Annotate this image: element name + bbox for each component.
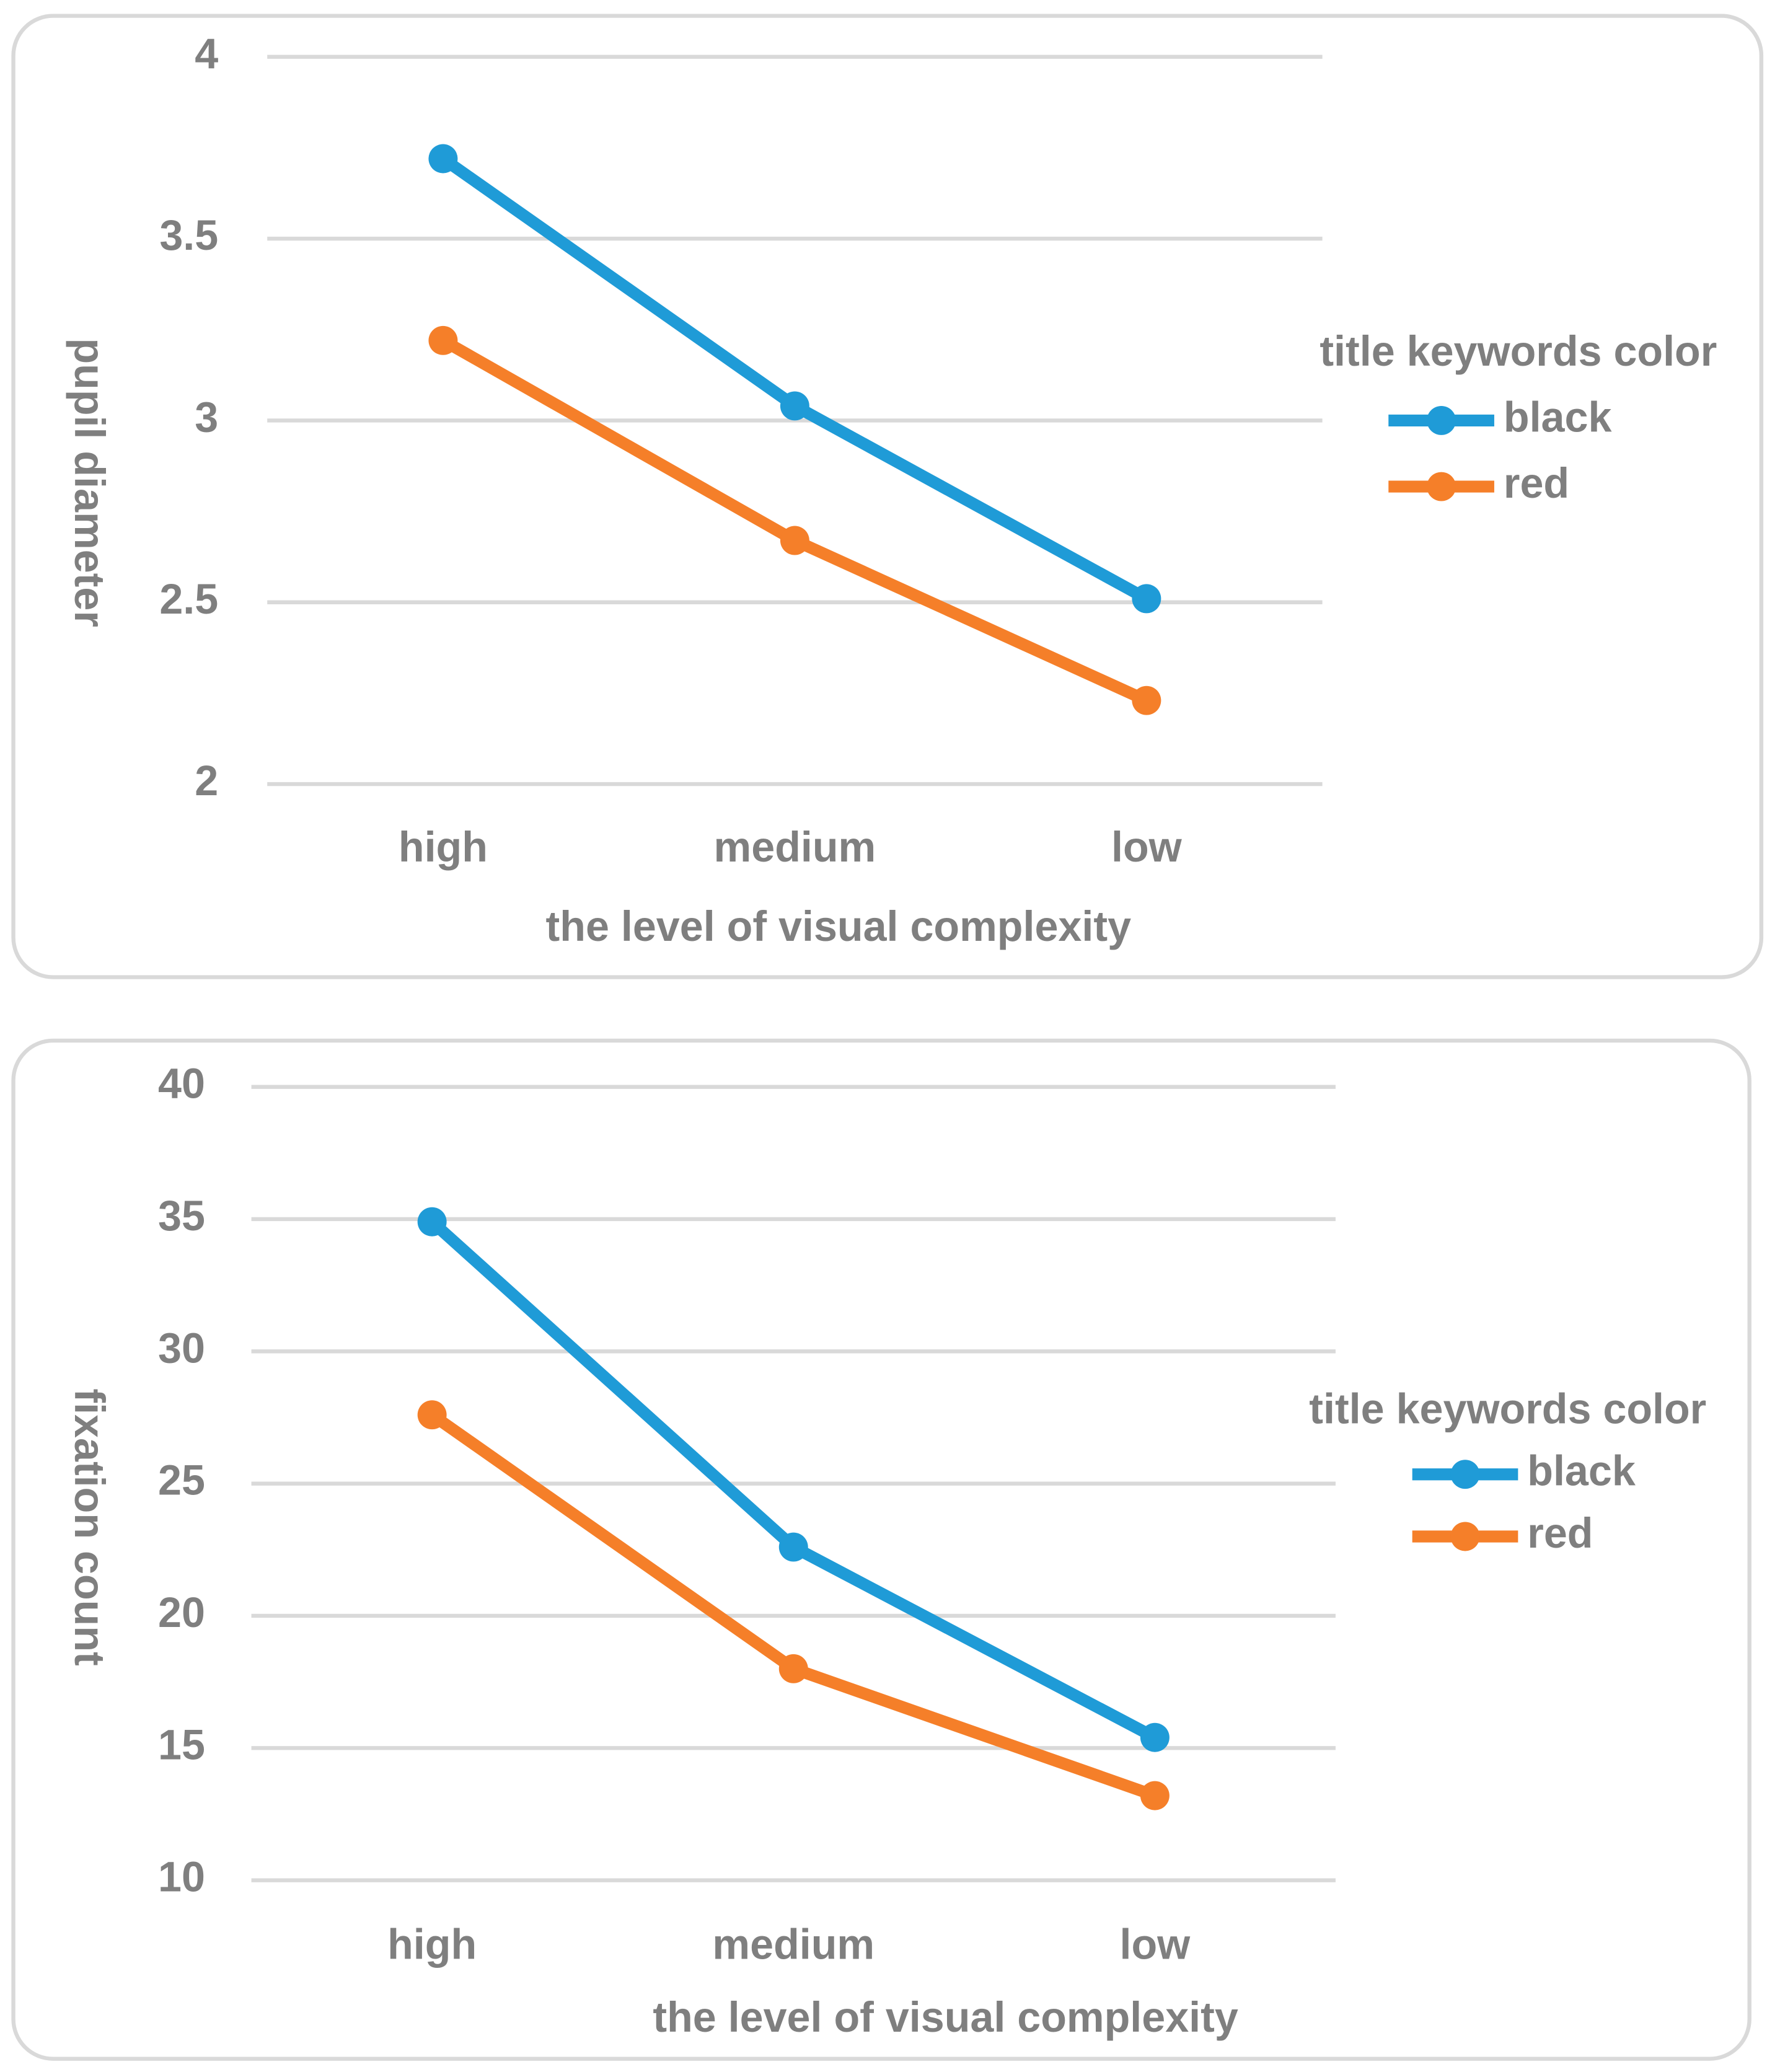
data-point (778, 1532, 808, 1562)
x-tick-label: medium (712, 1921, 875, 1968)
data-point (1132, 584, 1161, 614)
y-tick-label: 20 (158, 1589, 205, 1636)
y-tick-label: 3 (195, 394, 218, 441)
x-tick-label: high (387, 1921, 477, 1968)
x-axis-label: the level of visual complexity (546, 903, 1132, 950)
legend-marker (1427, 472, 1456, 501)
legend-title: title keywords color (1309, 1385, 1706, 1432)
data-point (428, 144, 458, 174)
data-point (1132, 686, 1161, 715)
legend-label: red (1527, 1510, 1593, 1557)
y-tick-label: 2 (195, 757, 218, 805)
y-tick-label: 15 (158, 1721, 205, 1768)
x-tick-label: low (1111, 824, 1183, 871)
legend-label: black (1527, 1448, 1636, 1495)
data-point (778, 1654, 808, 1683)
legend-label: red (1504, 460, 1569, 507)
y-axis-label: fixation count (66, 1388, 113, 1665)
legend-marker (1450, 1522, 1480, 1551)
y-tick-label: 2.5 (159, 576, 218, 623)
legend-marker (1450, 1460, 1480, 1489)
data-point (1140, 1722, 1170, 1752)
y-axis-label: pupil diameter (66, 338, 113, 627)
data-point (780, 526, 809, 555)
y-tick-label: 40 (158, 1060, 205, 1108)
x-tick-label: low (1120, 1921, 1191, 1968)
y-tick-label: 35 (158, 1193, 205, 1240)
y-tick-label: 3.5 (159, 212, 218, 259)
x-tick-label: medium (714, 824, 876, 871)
y-tick-label: 30 (158, 1325, 205, 1372)
data-point (1140, 1781, 1170, 1810)
y-tick-label: 10 (158, 1854, 205, 1901)
legend-label: black (1504, 394, 1613, 441)
y-tick-label: 4 (195, 30, 218, 77)
data-point (417, 1400, 447, 1430)
legend-marker (1427, 405, 1456, 435)
y-tick-label: 25 (158, 1457, 205, 1504)
chart-panel (11, 1038, 1751, 2061)
data-point (417, 1207, 447, 1237)
x-axis-label: the level of visual complexity (653, 1994, 1238, 2041)
chart-panel (11, 14, 1764, 979)
data-point (780, 391, 809, 421)
data-point (428, 325, 458, 355)
legend-title: title keywords color (1320, 328, 1717, 375)
x-tick-label: high (399, 824, 488, 871)
